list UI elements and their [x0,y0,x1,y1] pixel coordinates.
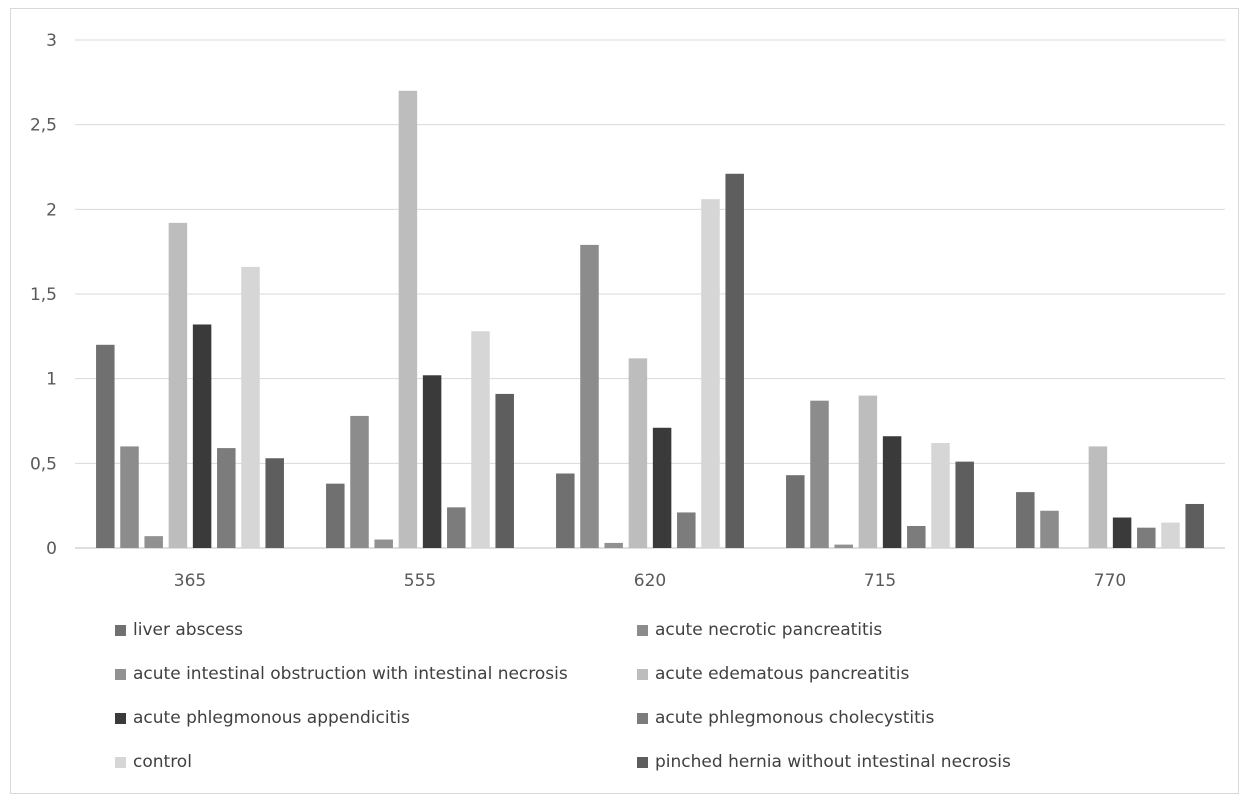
legend-swatch [637,624,648,636]
bar [604,542,623,548]
bar [677,512,696,548]
x-tick-label: 620 [634,571,666,591]
chart-frame [10,8,1239,794]
legend-swatch [637,756,648,768]
bar [858,395,878,548]
bar [265,458,284,548]
legend-item: acute phlegmonous appendicitis [115,708,410,728]
bar [1137,527,1156,548]
legend-swatch [115,624,126,636]
bar [955,461,974,548]
legend-item: acute edematous pancreatitis [637,664,909,684]
legend-swatch [637,668,648,680]
x-tick-label: 770 [1094,571,1126,591]
bar [810,400,829,548]
y-axis-ticks: 0 0,5 1 1,5 2 2,5 3 [30,31,57,559]
y-tick-label: 2 [46,200,57,220]
legend-swatch [115,756,126,768]
bars [96,90,1204,549]
legend-label: acute phlegmonous cholecystitis [655,708,935,728]
y-tick-label: 3 [46,31,57,51]
bar [834,544,853,548]
bar [398,90,418,549]
legend-label: acute phlegmonous appendicitis [133,708,410,728]
bar [556,473,575,548]
legend-item: acute phlegmonous cholecystitis [637,708,934,728]
bar [786,475,805,548]
legend-label: liver abscess [133,620,243,640]
legend-label: pinched hernia without intestinal necros… [655,752,1011,772]
bar [422,375,442,548]
bar [144,536,163,548]
legend-label: acute intestinal obstruction with intest… [133,664,568,684]
y-tick-label: 0 [46,539,57,559]
legend-item: acute necrotic pancreatitis [637,620,882,640]
bar [652,427,672,548]
legend-swatch [115,712,126,724]
bar [471,331,490,548]
x-tick-label: 365 [174,571,206,591]
bar [725,173,744,549]
bar [495,393,514,548]
bar [1112,517,1132,548]
bar [447,507,466,548]
bar [241,266,260,548]
bar [168,222,188,548]
legend-label: control [133,752,192,772]
x-tick-label: 715 [864,571,896,591]
bar [350,415,369,548]
legend-item: control [115,752,192,772]
bar [1185,503,1204,548]
legend-label: acute necrotic pancreatitis [655,620,883,640]
bar [1016,492,1035,548]
bar [120,446,139,548]
bar [907,525,926,548]
bar [192,324,212,548]
bar [1088,446,1108,548]
legend-swatch [637,712,648,724]
legend-item: pinched hernia without intestinal necros… [637,752,1011,772]
x-axis-ticks: 365 555 620 715 770 [174,571,1126,591]
bar [882,436,902,548]
bar [580,244,599,549]
bar [628,358,648,548]
y-tick-label: 1 [46,370,57,390]
bar [931,443,950,548]
x-tick-label: 555 [404,571,436,591]
legend-item: acute intestinal obstruction with intest… [115,664,568,684]
legend-item: liver abscess [115,620,243,640]
bar [374,539,393,548]
bar [1040,510,1059,548]
bar [326,483,345,548]
y-tick-label: 1,5 [30,285,57,305]
y-tick-label: 0,5 [30,454,57,474]
bar [217,448,236,548]
y-tick-label: 2,5 [30,116,57,136]
legend-label: acute edematous pancreatitis [655,664,910,684]
bar [1161,522,1180,548]
bar [96,344,115,548]
bar-chart: 0 0,5 1 1,5 2 2,5 3 365 555 620 715 770 [30,31,1225,591]
bar [701,199,720,548]
legend-swatch [115,668,126,680]
